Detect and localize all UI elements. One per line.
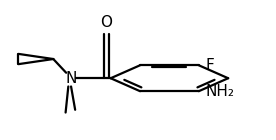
Text: N: N — [65, 71, 77, 86]
Text: NH₂: NH₂ — [206, 84, 235, 99]
Text: O: O — [100, 15, 113, 30]
Text: F: F — [206, 58, 214, 73]
